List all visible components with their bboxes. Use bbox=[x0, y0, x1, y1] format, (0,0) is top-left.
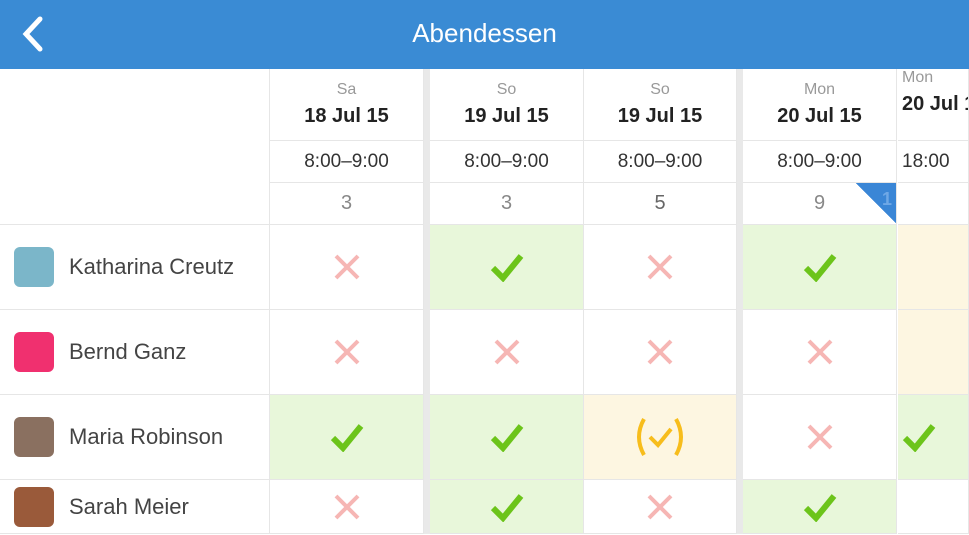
comment-badge[interactable]: 1 bbox=[856, 183, 896, 223]
answer-cell-yes[interactable] bbox=[898, 395, 969, 480]
answer-cell-yes[interactable] bbox=[270, 395, 424, 480]
answer-cell-yes[interactable] bbox=[430, 395, 584, 480]
column-date-header: So 19 Jul 15 bbox=[584, 69, 737, 141]
check-icon bbox=[330, 422, 364, 452]
check-icon bbox=[490, 492, 524, 522]
badge-count: 1 bbox=[881, 189, 892, 209]
answer-cell-yes[interactable] bbox=[430, 225, 584, 310]
corner-cell bbox=[0, 69, 270, 225]
time-slot: 18:00 bbox=[898, 141, 969, 183]
weekday-label: Mon bbox=[803, 81, 836, 98]
answer-cell-no[interactable] bbox=[743, 395, 897, 480]
maybe-check-icon bbox=[632, 415, 688, 459]
participant-name: Bernd Ganz bbox=[69, 339, 187, 364]
day-separator bbox=[424, 69, 430, 534]
cross-icon bbox=[333, 338, 361, 366]
participant-name: Katharina Creutz bbox=[69, 254, 235, 279]
weekday-label: Sa bbox=[336, 81, 357, 98]
participant-name: Sarah Meier bbox=[69, 493, 189, 519]
check-icon bbox=[902, 422, 936, 452]
chevron-left-icon[interactable] bbox=[18, 14, 48, 54]
date-label: 19 Jul 15 bbox=[464, 105, 549, 127]
poll-grid: Sa 18 Jul 15 8:00–9:00 3 So 19 Jul 15 8:00–9:0… bbox=[0, 69, 969, 534]
answer-cell-no[interactable] bbox=[270, 480, 424, 534]
date-label: 18 Jul 15 bbox=[304, 105, 389, 127]
avatar bbox=[14, 247, 54, 287]
count-value: 3 bbox=[340, 192, 353, 214]
column-date-header: Mon 20 Jul 15 bbox=[743, 69, 897, 141]
answer-cell-no[interactable] bbox=[584, 225, 737, 310]
count-value: 5 bbox=[654, 192, 666, 214]
answer-cell-maybe-blank[interactable] bbox=[898, 225, 969, 310]
column-date-header: Mon 20 Jul 15 bbox=[898, 69, 969, 141]
answer-cell-no[interactable] bbox=[270, 225, 424, 310]
count-value: 3 bbox=[500, 192, 513, 214]
time-slot: 8:00–9:00 bbox=[584, 141, 737, 183]
check-icon bbox=[490, 252, 524, 282]
weekday-label: So bbox=[496, 81, 517, 98]
answer-cell-no[interactable] bbox=[430, 310, 584, 395]
cross-icon bbox=[646, 253, 674, 281]
avatar bbox=[14, 332, 54, 372]
participant-count: 5 bbox=[584, 183, 737, 225]
cross-icon bbox=[333, 253, 361, 281]
answer-cell-yes[interactable] bbox=[430, 480, 584, 534]
check-icon bbox=[803, 252, 837, 282]
weekday-label: Mon bbox=[902, 69, 934, 86]
answer-cell-maybe[interactable] bbox=[584, 395, 737, 480]
weekday-label: So bbox=[650, 81, 670, 98]
date-label: 19 Jul 15 bbox=[617, 105, 703, 127]
answer-cell-no[interactable] bbox=[584, 480, 737, 534]
time-slot: 8:00–9:00 bbox=[270, 141, 424, 183]
participant-row-name: Bernd Ganz bbox=[0, 310, 270, 395]
answer-cell-maybe-blank[interactable] bbox=[898, 310, 969, 395]
participant-count: 3 bbox=[270, 183, 424, 225]
participant-count: 3 bbox=[430, 183, 584, 225]
answer-cell-yes[interactable] bbox=[743, 225, 897, 310]
avatar bbox=[14, 486, 54, 527]
time-slot: 8:00–9:00 bbox=[743, 141, 897, 183]
participant-name: Maria Robinson bbox=[69, 424, 224, 449]
answer-cell-no[interactable] bbox=[270, 310, 424, 395]
page-title: Abendessen bbox=[412, 18, 557, 48]
answer-cell-no[interactable] bbox=[743, 310, 897, 395]
cross-icon bbox=[806, 338, 834, 366]
day-separator bbox=[737, 69, 743, 534]
cross-icon bbox=[646, 338, 674, 366]
participant-count bbox=[898, 183, 969, 225]
avatar bbox=[14, 417, 54, 457]
column-date-header: So 19 Jul 15 bbox=[430, 69, 584, 141]
date-label: 20 Jul 15 bbox=[902, 93, 968, 115]
participant-row-name: Maria Robinson bbox=[0, 395, 270, 480]
column-date-header: Sa 18 Jul 15 bbox=[270, 69, 424, 141]
time-slot: 8:00–9:00 bbox=[430, 141, 584, 183]
cross-icon bbox=[493, 338, 521, 366]
answer-cell-empty[interactable] bbox=[898, 480, 969, 534]
check-icon bbox=[490, 422, 524, 452]
answer-cell-yes[interactable] bbox=[743, 480, 897, 534]
cross-icon bbox=[806, 423, 834, 451]
answer-cell-no[interactable] bbox=[584, 310, 737, 395]
nav-bar: Abendessen bbox=[0, 0, 969, 69]
cross-icon bbox=[333, 493, 361, 521]
cross-icon bbox=[646, 493, 674, 521]
participant-row-name: Sarah Meier bbox=[0, 480, 270, 534]
count-value: 9 bbox=[813, 192, 826, 214]
check-icon bbox=[803, 492, 837, 522]
date-label: 20 Jul 15 bbox=[777, 105, 862, 127]
participant-row-name: Katharina Creutz bbox=[0, 225, 270, 310]
